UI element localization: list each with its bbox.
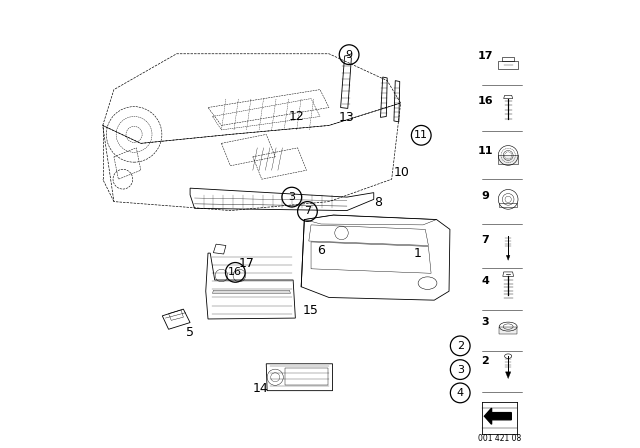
Text: 16: 16 bbox=[228, 267, 243, 277]
Polygon shape bbox=[212, 290, 291, 293]
Text: 9: 9 bbox=[346, 50, 353, 60]
Text: 7: 7 bbox=[481, 235, 489, 245]
Text: 13: 13 bbox=[339, 111, 355, 125]
Text: 2: 2 bbox=[457, 341, 464, 351]
Text: 3: 3 bbox=[481, 317, 489, 327]
Polygon shape bbox=[506, 255, 510, 260]
Text: 1: 1 bbox=[413, 246, 422, 260]
Text: 001 421 08: 001 421 08 bbox=[478, 434, 521, 443]
Polygon shape bbox=[499, 327, 517, 334]
Polygon shape bbox=[506, 372, 511, 379]
Text: 5: 5 bbox=[186, 326, 194, 339]
Text: 4: 4 bbox=[457, 388, 464, 398]
Text: 4: 4 bbox=[481, 276, 489, 286]
Text: 7: 7 bbox=[304, 207, 311, 216]
Text: 17: 17 bbox=[477, 52, 493, 61]
Polygon shape bbox=[499, 155, 518, 164]
Text: 11: 11 bbox=[414, 130, 428, 140]
Text: 17: 17 bbox=[239, 257, 255, 270]
Text: 6: 6 bbox=[317, 244, 325, 258]
Text: 14: 14 bbox=[253, 382, 269, 396]
Text: 2: 2 bbox=[481, 356, 489, 366]
Text: 16: 16 bbox=[477, 96, 493, 106]
Polygon shape bbox=[484, 408, 511, 424]
Text: 15: 15 bbox=[302, 303, 318, 317]
Text: 12: 12 bbox=[289, 110, 304, 123]
Text: 9: 9 bbox=[481, 191, 489, 201]
Text: 10: 10 bbox=[394, 165, 410, 179]
Text: 8: 8 bbox=[374, 196, 382, 209]
Text: 3: 3 bbox=[288, 192, 295, 202]
Text: 3: 3 bbox=[457, 365, 464, 375]
Text: 11: 11 bbox=[477, 146, 493, 156]
